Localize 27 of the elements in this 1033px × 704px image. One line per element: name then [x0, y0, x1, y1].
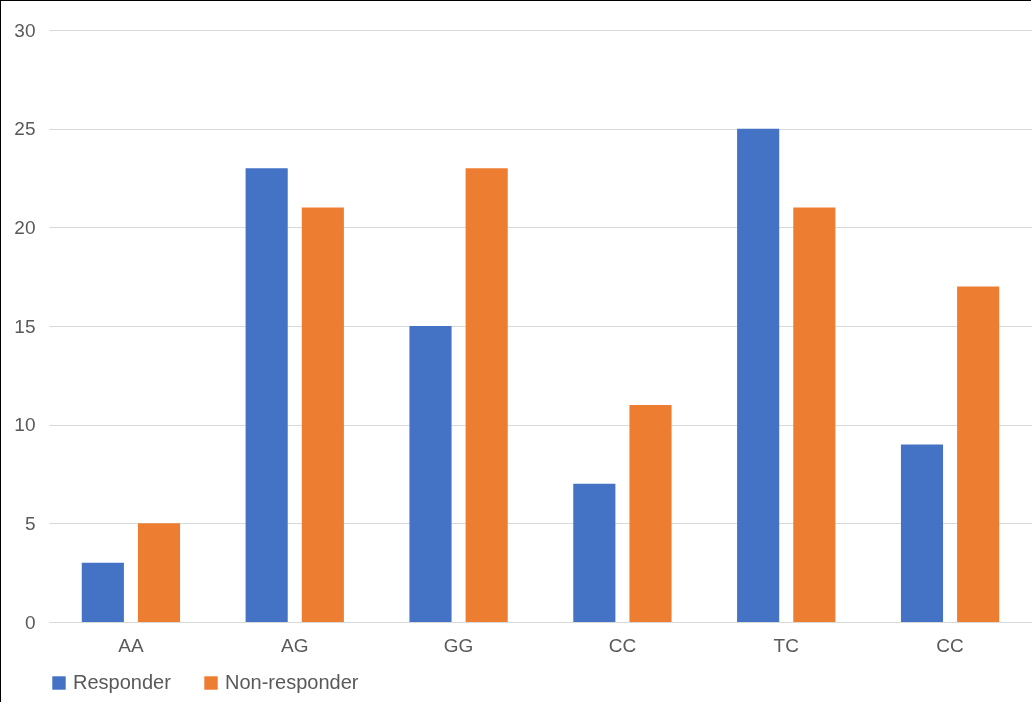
bar	[737, 128, 780, 622]
x-tick-label: CC	[936, 634, 964, 656]
bar	[957, 286, 1000, 622]
legend-label: Non-responder	[225, 671, 359, 693]
y-tick-label: 20	[14, 216, 36, 238]
x-tick-label: TC	[773, 634, 799, 656]
x-tick-label: AG	[281, 634, 309, 656]
y-tick-label: 30	[14, 19, 36, 41]
bar	[301, 207, 344, 622]
bar	[629, 404, 672, 622]
bar	[81, 562, 124, 622]
bar	[900, 444, 944, 622]
y-tick-label: 0	[24, 611, 36, 633]
y-tick-label: 10	[14, 414, 36, 436]
bar	[245, 168, 288, 622]
x-tick-label: AA	[118, 634, 144, 656]
y-tick-label: 5	[24, 512, 36, 534]
y-tick-label: 15	[14, 315, 36, 337]
bar	[465, 168, 508, 622]
legend-label: Responder	[73, 671, 172, 693]
bar	[409, 326, 452, 622]
x-tick-label: CC	[608, 634, 637, 656]
y-tick-label: 25	[14, 118, 36, 140]
bar	[137, 523, 181, 622]
bar	[573, 483, 616, 622]
x-tick-label: GG	[443, 634, 474, 656]
bar	[793, 207, 836, 622]
